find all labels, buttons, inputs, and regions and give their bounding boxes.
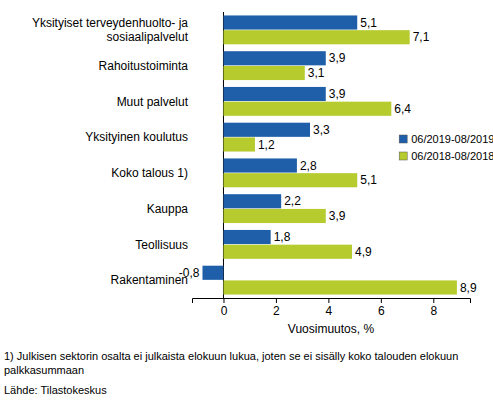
data-label: 2,2 — [284, 194, 301, 208]
data-label: 3,9 — [329, 209, 346, 223]
data-label: 6,4 — [394, 102, 411, 116]
bar — [223, 30, 409, 44]
tick-mark — [276, 298, 277, 303]
category-label: Yksityiset terveydenhuolto- jasosiaalipa… — [32, 16, 189, 44]
text-line: Yksityinen koulutus — [85, 130, 188, 144]
legend-label: 06/2018-08/2018 — [411, 150, 493, 162]
bar — [223, 173, 357, 187]
category-labels: Yksityiset terveydenhuolto- jasosiaalipa… — [32, 16, 189, 287]
bar — [223, 51, 325, 65]
category-label: Teollisuus — [135, 238, 188, 252]
bar — [223, 158, 296, 172]
annotation: 1) Julkisen sektorin osalta ei julkaista… — [4, 350, 458, 376]
tick-label: 6 — [378, 304, 385, 318]
tick-mark — [381, 298, 382, 303]
tick: 2 — [273, 298, 280, 318]
bar — [223, 123, 310, 137]
legend-swatch — [399, 152, 407, 160]
bar — [223, 230, 270, 244]
data-label: 3,1 — [308, 66, 325, 80]
bar — [223, 209, 325, 223]
data-label: 2,8 — [300, 159, 317, 173]
annotation: Lähde: Tilastokeskus — [4, 384, 107, 396]
bar — [223, 66, 304, 80]
bar — [223, 102, 391, 116]
text-line: 1) Julkisen sektorin osalta ei julkaista… — [4, 350, 458, 362]
category-label: Rakentaminen — [111, 273, 188, 287]
text-line: sosiaalipalvelut — [107, 30, 189, 44]
text-line: palkkasummaan — [4, 364, 84, 376]
x-axis: 0 2 4 6 8 — [193, 298, 471, 318]
category-label: Rahoitustoiminta — [99, 59, 189, 73]
legend-label: 06/2019-08/2019 — [411, 133, 493, 145]
data-label: 8,9 — [460, 281, 477, 295]
data-label: 3,3 — [313, 123, 330, 137]
chart: 5,13,93,93,32,82,21,8-0,87,13,16,41,25,1… — [0, 0, 493, 416]
text-line: Rahoitustoiminta — [99, 59, 189, 73]
data-label: 3,9 — [329, 87, 346, 101]
tick-label: 2 — [273, 304, 280, 318]
bar — [202, 266, 223, 280]
category-label: Muut palvelut — [117, 95, 189, 109]
axis-line — [193, 299, 471, 304]
data-label: 5,1 — [360, 16, 377, 30]
tick-label: 0 — [221, 304, 228, 318]
plot: 5,13,93,93,32,82,21,8-0,87,13,16,41,25,1… — [179, 12, 477, 318]
bar — [223, 137, 254, 151]
data-label: 1,8 — [274, 230, 291, 244]
text-line: Koko talous 1) — [111, 166, 188, 180]
legend: 06/2019-08/2019 06/2018-08/2018 — [399, 133, 493, 162]
tick-mark — [433, 298, 434, 303]
bar — [223, 87, 325, 101]
bar — [223, 245, 352, 259]
tick: 0 — [221, 298, 228, 318]
text-line: Muut palvelut — [117, 95, 189, 109]
text-line: Teollisuus — [135, 238, 188, 252]
tick: 4 — [326, 298, 333, 318]
data-label: 5,1 — [360, 173, 377, 187]
text-line: Kauppa — [147, 202, 189, 216]
bar — [223, 280, 456, 294]
text-line: Rakentaminen — [111, 273, 188, 287]
category-label: Koko talous 1) — [111, 166, 188, 180]
legend-swatch — [399, 135, 407, 143]
category-label: Yksityinen koulutus — [85, 130, 188, 144]
bar — [223, 15, 357, 29]
tick-label: 4 — [326, 304, 333, 318]
bar — [223, 194, 281, 208]
tick-mark — [328, 298, 329, 303]
tick-mark — [223, 298, 224, 303]
tick-label: 8 — [430, 304, 437, 318]
data-label: 1,2 — [258, 138, 275, 152]
x-axis-title: Vuosimuutos, % — [288, 322, 375, 336]
text-line: Lähde: Tilastokeskus — [4, 384, 107, 396]
data-label: 4,9 — [355, 245, 372, 259]
category-label: Kauppa — [147, 202, 189, 216]
tick: 8 — [430, 298, 437, 318]
data-label: 3,9 — [329, 51, 346, 65]
tick: 6 — [378, 298, 385, 318]
text-line: Yksityiset terveydenhuolto- ja — [32, 16, 188, 30]
data-label: 7,1 — [413, 30, 430, 44]
